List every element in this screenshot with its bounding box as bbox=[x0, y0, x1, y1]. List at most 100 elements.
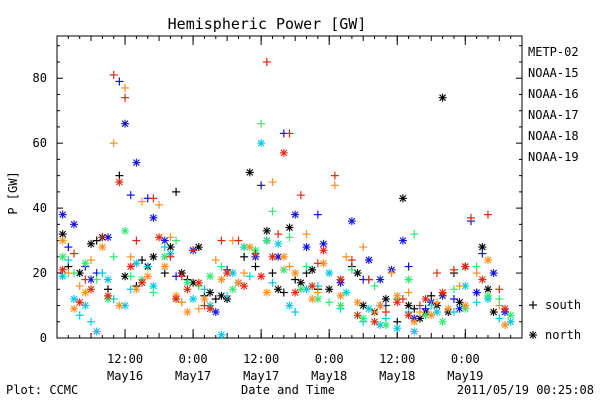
point-noaa-15-south bbox=[449, 295, 458, 304]
point-noaa-18-south bbox=[75, 282, 84, 291]
point-noaa-17-south bbox=[126, 272, 135, 281]
point-metp-02-south bbox=[251, 262, 260, 271]
point-noaa-17-north bbox=[483, 291, 492, 300]
point-noaa-16-north bbox=[257, 139, 266, 148]
point-noaa-16-north bbox=[81, 301, 90, 310]
point-metp-02-north bbox=[404, 301, 413, 310]
point-noaa-15-north bbox=[132, 158, 141, 167]
point-noaa-18-north bbox=[234, 278, 243, 287]
point-metp-02-north bbox=[438, 93, 447, 102]
point-noaa-19-south bbox=[330, 171, 339, 180]
point-noaa-19-south bbox=[285, 129, 294, 138]
point-noaa-19-north bbox=[500, 304, 509, 313]
point-noaa-19-north bbox=[257, 272, 266, 281]
x-tick-date: May16 bbox=[107, 369, 143, 383]
x-tick-time: 0:00 bbox=[179, 352, 208, 366]
point-noaa-19-south bbox=[483, 210, 492, 219]
point-noaa-19-north bbox=[370, 317, 379, 326]
point-metp-02-south bbox=[410, 304, 419, 313]
point-noaa-19-north bbox=[461, 262, 470, 271]
point-metp-02-north bbox=[285, 223, 294, 232]
x-tick-time: 0:00 bbox=[315, 352, 344, 366]
point-metp-02-north bbox=[325, 285, 334, 294]
point-noaa-18-south bbox=[166, 233, 175, 242]
point-metp-02-south bbox=[92, 236, 101, 245]
point-noaa-17-north bbox=[336, 301, 345, 310]
point-noaa-19-south bbox=[262, 57, 271, 66]
point-noaa-18-south bbox=[177, 298, 186, 307]
legend-entry-noaa-15: NOAA-15 bbox=[528, 66, 579, 80]
point-noaa-16-south bbox=[495, 314, 504, 323]
point-noaa-15-north bbox=[364, 256, 373, 265]
point-noaa-16-north bbox=[217, 330, 226, 339]
point-noaa-19-north bbox=[172, 295, 181, 304]
point-noaa-16-north bbox=[149, 282, 158, 291]
point-noaa-19-north bbox=[404, 311, 413, 320]
x-tick-time: 12:00 bbox=[107, 352, 143, 366]
point-noaa-17-south bbox=[370, 282, 379, 291]
legend-marker-south-symbol bbox=[529, 301, 537, 309]
point-noaa-18-north bbox=[308, 295, 317, 304]
legend-entry-noaa-17: NOAA-17 bbox=[528, 108, 579, 122]
point-noaa-16-south bbox=[223, 291, 232, 300]
point-noaa-19-north bbox=[240, 282, 249, 291]
point-noaa-17-north bbox=[121, 226, 130, 235]
point-noaa-18-north bbox=[410, 317, 419, 326]
point-noaa-19-north bbox=[319, 246, 328, 255]
point-noaa-18-south bbox=[285, 262, 294, 271]
legend-marker-south: south bbox=[545, 298, 581, 312]
point-noaa-19-south bbox=[98, 233, 107, 242]
point-noaa-19-south bbox=[200, 301, 209, 310]
point-noaa-17-south bbox=[285, 233, 294, 242]
point-metp-02-north bbox=[87, 239, 96, 248]
point-noaa-18-south bbox=[313, 288, 322, 297]
point-noaa-18-south bbox=[404, 288, 413, 297]
point-noaa-17-south bbox=[217, 262, 226, 271]
point-noaa-18-south bbox=[126, 252, 135, 261]
point-noaa-15-north bbox=[472, 288, 481, 297]
point-noaa-18-north bbox=[500, 321, 509, 330]
point-noaa-16-south bbox=[291, 308, 300, 317]
point-noaa-19-north bbox=[336, 275, 345, 284]
point-metp-02-north bbox=[149, 252, 158, 261]
point-noaa-18-north bbox=[427, 311, 436, 320]
point-noaa-18-north bbox=[70, 304, 79, 313]
point-noaa-15-north bbox=[149, 213, 158, 222]
point-metp-02-north bbox=[308, 265, 317, 274]
point-noaa-15-south bbox=[64, 243, 73, 252]
x-axis-label: Date and Time bbox=[241, 383, 335, 397]
point-noaa-18-north bbox=[58, 236, 67, 245]
point-noaa-18-south bbox=[109, 139, 118, 148]
y-tick-label: 0 bbox=[40, 331, 47, 345]
point-noaa-19-south bbox=[70, 249, 79, 258]
point-noaa-15-north bbox=[347, 217, 356, 226]
y-tick-label: 40 bbox=[33, 201, 47, 215]
legend-marker-north-symbol bbox=[529, 331, 537, 339]
point-noaa-15-north bbox=[121, 119, 130, 128]
point-noaa-17-north bbox=[506, 311, 515, 320]
point-noaa-19-north bbox=[115, 178, 124, 187]
x-tick-time: 12:00 bbox=[243, 352, 279, 366]
point-noaa-19-north bbox=[104, 291, 113, 300]
point-noaa-17-south bbox=[347, 265, 356, 274]
point-metp-02-south bbox=[279, 288, 288, 297]
point-noaa-16-north bbox=[189, 295, 198, 304]
point-noaa-19-north bbox=[308, 282, 317, 291]
point-metp-02-north bbox=[206, 288, 215, 297]
point-metp-02-south bbox=[172, 187, 181, 196]
x-tick-time: 12:00 bbox=[379, 352, 415, 366]
point-noaa-17-north bbox=[381, 321, 390, 330]
point-noaa-19-south bbox=[381, 308, 390, 317]
point-noaa-17-north bbox=[438, 317, 447, 326]
point-noaa-19-south bbox=[81, 275, 90, 284]
point-metp-02-north bbox=[194, 243, 203, 252]
point-noaa-19-north bbox=[393, 298, 402, 307]
point-noaa-19-south bbox=[313, 259, 322, 268]
point-noaa-18-south bbox=[359, 243, 368, 252]
point-noaa-18-south bbox=[387, 269, 396, 278]
point-noaa-18-south bbox=[330, 181, 339, 190]
point-noaa-19-north bbox=[138, 278, 147, 287]
point-metp-02-south bbox=[240, 252, 249, 261]
point-noaa-18-south bbox=[268, 178, 277, 187]
legend-entry-noaa-19: NOAA-19 bbox=[528, 150, 579, 164]
